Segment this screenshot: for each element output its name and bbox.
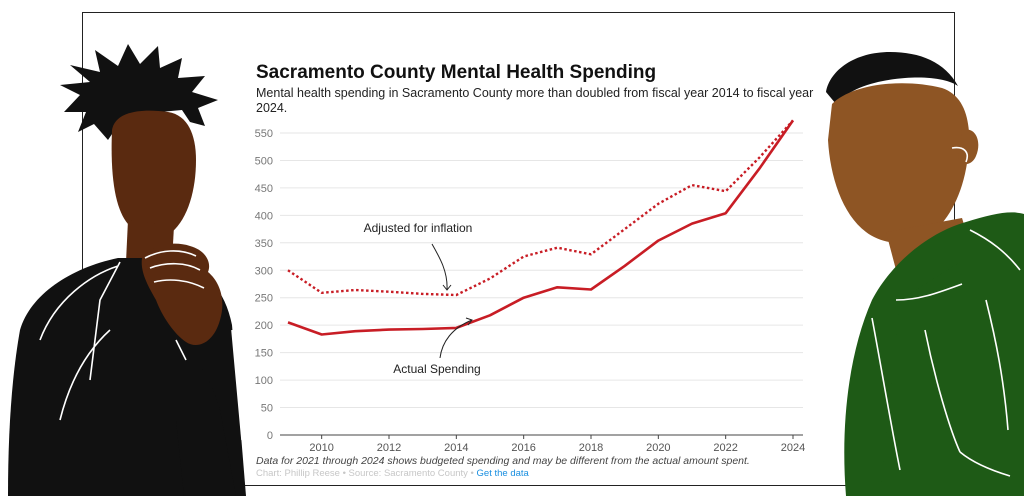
annotation-adjusted-arrow [431, 243, 448, 291]
chart-subtitle: Mental health spending in Sacramento Cou… [256, 86, 814, 115]
annotation-actual-arrow [439, 319, 473, 359]
left-person-head [111, 110, 196, 237]
left-person-hair [60, 44, 218, 140]
right-person-outlines [871, 146, 1021, 477]
left-person-illustration [8, 44, 246, 496]
y-axis: 0 50 100 150 200 250 300 350 400 450 500 550 [255, 128, 273, 442]
y-tick-label: 350 [255, 238, 273, 250]
annotation-actual-label: Actual Spending [393, 362, 480, 376]
chart-title: Sacramento County Mental Health Spending [256, 62, 657, 83]
y-tick-label: 150 [255, 348, 273, 360]
right-person-shirt [880, 262, 964, 496]
left-person-hand [141, 243, 223, 346]
y-tick-label: 400 [255, 210, 273, 222]
x-tick-label: 2020 [646, 442, 670, 454]
chart-credit: Chart: Phillip Reese • Source: Sacrament… [256, 468, 529, 479]
y-tick-label: 450 [255, 183, 273, 195]
series-line-actual-spending [287, 119, 795, 336]
chart-note: Data for 2021 through 2024 shows budgete… [256, 455, 750, 467]
annotations: Adjusted for inflation Actual Spending [364, 221, 481, 376]
get-the-data-link[interactable]: Get the data [476, 468, 529, 479]
y-tick-label: 0 [267, 430, 273, 442]
series-lines [287, 119, 795, 336]
gridlines [280, 132, 803, 436]
x-tick-label: 2016 [511, 442, 535, 454]
x-tick-label: 2022 [713, 442, 737, 454]
right-person-ear [958, 129, 979, 165]
x-tick-label: 2024 [781, 442, 805, 454]
annotation-adjusted-arrowhead [442, 284, 452, 291]
y-tick-label: 200 [255, 320, 273, 332]
annotation-actual-arrowhead [465, 317, 473, 326]
left-person-arm [176, 336, 236, 496]
x-tick-label: 2014 [444, 442, 468, 454]
y-tick-label: 250 [255, 293, 273, 305]
right-person-head [828, 83, 970, 243]
y-tick-label: 50 [261, 403, 273, 415]
y-tick-label: 500 [255, 155, 273, 167]
x-tick-label: 2012 [377, 442, 401, 454]
x-tick-label: 2018 [579, 442, 603, 454]
left-person-outlines [39, 250, 243, 441]
x-axis: 2010 2012 2014 2016 2018 2020 2022 2024 [309, 435, 805, 454]
y-tick-label: 550 [255, 128, 273, 140]
x-tick-label: 2010 [309, 442, 333, 454]
series-line-adjusted-for-inflation [287, 119, 794, 297]
right-person-illustration [826, 52, 1024, 496]
annotation-adjusted-label: Adjusted for inflation [364, 221, 473, 235]
y-tick-label: 300 [255, 265, 273, 277]
right-person-hair [826, 52, 958, 104]
y-tick-label: 100 [255, 375, 273, 387]
credit-text: Chart: Phillip Reese • Source: Sacrament… [256, 468, 474, 479]
